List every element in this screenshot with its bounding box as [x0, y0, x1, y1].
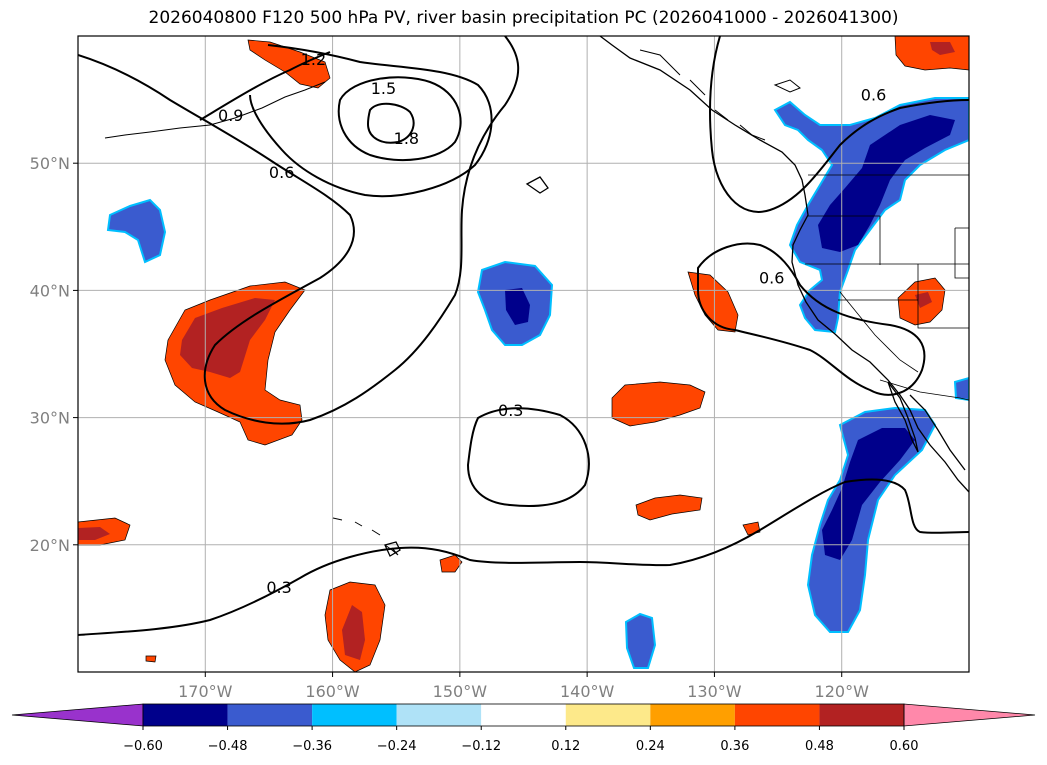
colorbar-segment — [312, 704, 397, 726]
pv-contour-0.3 — [466, 407, 590, 507]
lat-tick-label: 40°N — [30, 281, 70, 300]
pv-contour-labels: 1.2 1.5 1.8 0.9 0.6 0.6 0.6 0.3 0.3 — [218, 50, 886, 597]
precip-positive-patch — [145, 655, 157, 663]
colorbar: −0.60 −0.48 −0.36 −0.24 −0.12 0.12 0.24 0.36 0.4… — [11, 703, 1036, 754]
map-title: 2026040800 F120 500 hPa PV, river basin … — [148, 8, 899, 28]
pv-contour-1.5 — [337, 76, 462, 162]
precip-strong-positive-patch — [930, 42, 955, 55]
state-border — [805, 215, 969, 329]
precip-negative-patch — [953, 376, 969, 402]
precip-strong-positive-patch — [342, 605, 365, 660]
lat-tick-label: 20°N — [30, 536, 70, 555]
pv-contour-label: 0.3 — [498, 401, 523, 420]
baja-coastline — [887, 381, 919, 453]
state-border — [839, 291, 919, 373]
precip-strong-negative-patch — [822, 428, 915, 560]
pv-contour-label: 0.6 — [861, 86, 886, 105]
state-border — [954, 227, 969, 279]
lat-tick-label: 30°N — [30, 409, 70, 428]
precip-positive-patch — [611, 381, 706, 427]
colorbar-tick-label: 0.36 — [720, 739, 749, 754]
colorbar-extend-max — [903, 703, 1036, 727]
gulf-of-california-coast — [909, 394, 966, 471]
pv-contour-label: 0.3 — [266, 578, 291, 597]
map-frame — [77, 35, 970, 673]
lon-tick-label: 150°W — [433, 682, 488, 701]
precip-negative-patch — [624, 612, 657, 669]
lon-tick-label: 160°W — [305, 682, 360, 701]
pv-contour-1.8 — [366, 102, 415, 144]
pv-contour-label: 0.6 — [269, 163, 294, 182]
pv-contour-0.9 — [199, 51, 331, 121]
colorbar-segment — [565, 704, 651, 726]
precip-positive-patch — [742, 521, 761, 536]
colorbar-segment — [227, 704, 313, 726]
precip-negative-patch — [106, 198, 167, 264]
lake — [773, 79, 801, 93]
hawaiian-islands — [332, 517, 399, 556]
north-america-coastline — [599, 36, 969, 493]
colorbar-segment — [396, 704, 482, 726]
us-mexico-border — [879, 379, 969, 401]
colorbar-tick-label: 0.48 — [805, 739, 834, 754]
colorbar-tick-label: 0.24 — [636, 739, 665, 754]
precip-positive-patch — [439, 554, 463, 573]
archipelago-coast — [639, 49, 766, 141]
pv-contour-label: 0.6 — [759, 269, 784, 288]
colorbar-segment — [819, 704, 904, 726]
political-borders — [805, 174, 969, 401]
pv-contour-label: 1.2 — [301, 50, 326, 69]
lon-tick-label: 120°W — [815, 682, 870, 701]
pv-contour-1.2 — [249, 44, 493, 198]
precip-strong-negative-patch — [818, 115, 955, 252]
lat-tick-label: 50°N — [30, 154, 70, 173]
axis-ticks: 170°W 160°W 150°W 140°W 130°W 120°W 50°N 40°N 30… — [30, 154, 869, 701]
colorbar-tick-label: 0.60 — [890, 739, 919, 754]
colorbar-extend-min — [11, 703, 144, 727]
aleutian-islands — [104, 81, 326, 139]
colorbar-tick-label: −0.12 — [461, 739, 501, 754]
pv-contour-label: 0.9 — [218, 106, 243, 125]
colorbar-segment — [734, 704, 820, 726]
colorbar-tick-label: −0.48 — [208, 739, 248, 754]
colorbar-tick-label: −0.24 — [377, 739, 417, 754]
lon-tick-label: 130°W — [687, 682, 742, 701]
precipitation-fields — [78, 36, 969, 672]
pv-contour-0.6 — [78, 36, 520, 425]
precip-positive-patch — [894, 36, 969, 71]
precip-strong-negative-patch — [505, 288, 530, 325]
pv-contour-label: 1.5 — [371, 79, 396, 98]
colorbar-segment — [143, 704, 228, 726]
pv-contours — [78, 36, 969, 636]
colorbar-segment — [481, 704, 566, 726]
colorbar-tick-label: −0.36 — [292, 739, 332, 754]
precip-positive-patch — [687, 271, 739, 333]
lon-tick-label: 170°W — [178, 682, 233, 701]
precip-strong-positive-patch — [915, 292, 932, 308]
colorbar-segment — [650, 704, 735, 726]
gridlines — [78, 36, 969, 672]
pv-contour-0.3 — [78, 478, 969, 636]
precip-positive-patch — [635, 494, 703, 521]
pv-contour-0.6 — [697, 242, 926, 396]
colorbar-tick-label: −0.60 — [123, 739, 163, 754]
precip-strong-positive-patch — [78, 527, 110, 540]
colorbar-outline — [142, 703, 905, 727]
pv-contour-label: 1.8 — [394, 129, 419, 148]
pv-contour-0.6 — [709, 36, 969, 213]
hawaii-big-island — [384, 541, 401, 557]
colorbar-tick-label: 0.12 — [551, 739, 580, 754]
coastlines — [104, 36, 969, 557]
lon-tick-label: 140°W — [560, 682, 615, 701]
island — [525, 176, 549, 194]
